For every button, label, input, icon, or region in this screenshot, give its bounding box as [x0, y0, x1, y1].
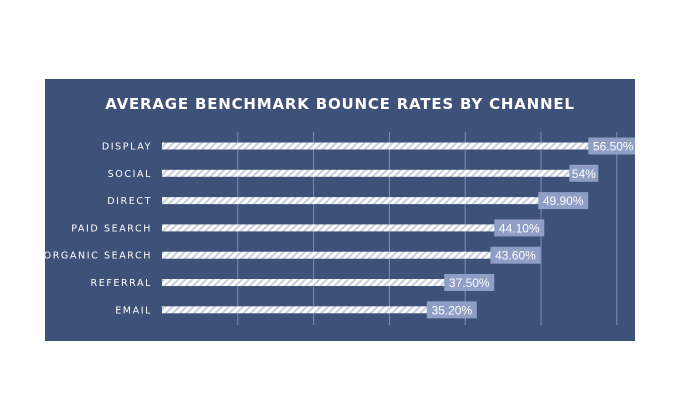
data-label: 43.60%: [495, 249, 536, 263]
data-label: 49.90%: [543, 194, 584, 208]
data-label: 56.50%: [593, 140, 634, 154]
category-label: ORGANIC SEARCH: [45, 251, 152, 262]
bar: [162, 279, 447, 286]
bar-chart: AVERAGE BENCHMARK BOUNCE RATES BY CHANNE…: [45, 95, 635, 325]
bar: [162, 197, 541, 205]
data-label-box: [426, 301, 477, 319]
bar: [162, 169, 572, 177]
data-label-box: [444, 274, 495, 291]
category-label: DISPLAY: [102, 142, 152, 153]
bar: [162, 142, 591, 150]
data-label: 37.50%: [449, 276, 490, 290]
category-label: REFERRAL: [91, 278, 152, 289]
chart-panel: AVERAGE BENCHMARK BOUNCE RATES BY CHANNE…: [45, 79, 635, 341]
data-label-box: [494, 219, 545, 237]
bar: [162, 224, 497, 232]
category-label: DIRECT: [107, 196, 152, 207]
data-label-box: [569, 164, 599, 182]
data-label: 44.10%: [499, 221, 540, 235]
data-label-box: [588, 137, 635, 155]
bars: DISPLAY 56.50% SOCIAL 54% DIRECT 49.90% PAID S…: [45, 137, 635, 319]
data-label: 35.20%: [431, 303, 472, 317]
category-label: SOCIAL: [108, 169, 152, 180]
data-label-box: [538, 192, 589, 210]
bar: [162, 251, 493, 259]
bar: [162, 306, 429, 314]
category-label: EMAIL: [115, 305, 152, 316]
data-label-box: [490, 246, 541, 264]
data-label: 54%: [572, 167, 596, 181]
chart-title: AVERAGE BENCHMARK BOUNCE RATES BY CHANNE…: [105, 95, 575, 113]
category-label: PAID SEARCH: [71, 223, 152, 234]
